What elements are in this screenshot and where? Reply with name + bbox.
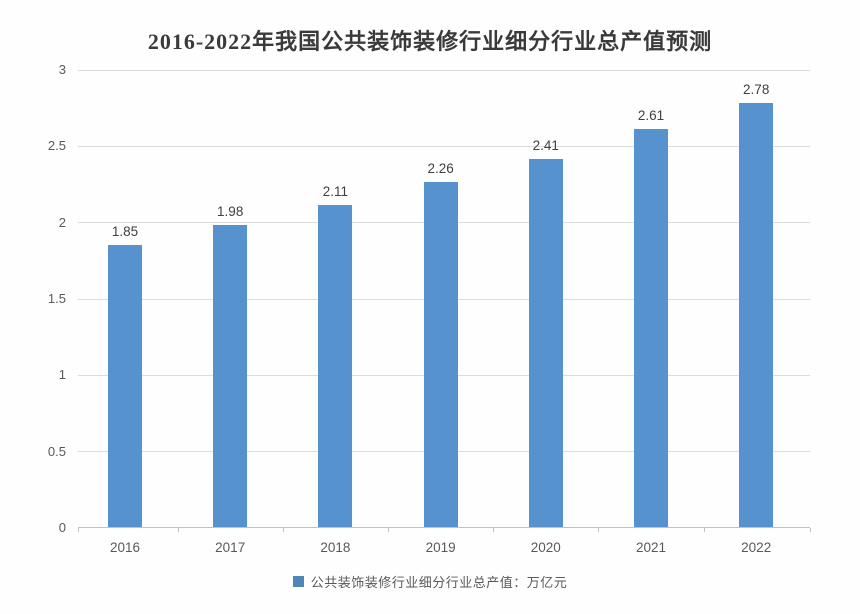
bar-value-label: 2.26: [427, 160, 454, 176]
bar-value-label: 2.11: [322, 183, 349, 199]
y-axis-tick-label: 0.5: [47, 443, 66, 459]
x-axis-tick-mark: [177, 528, 179, 532]
x-axis-tick-label: 2018: [320, 540, 351, 555]
x-axis-tick-mark: [388, 528, 389, 532]
x-axis-tick-label: 2019: [425, 540, 456, 555]
x-axis-tick-label: 2017: [215, 540, 246, 555]
x-axis-tick-mark: [598, 528, 600, 532]
y-axis-tick-label: 2: [58, 214, 66, 230]
bar-value-label: 2.78: [743, 81, 770, 97]
bar-2017: [213, 224, 248, 527]
y-axis-tick-label: 1: [58, 367, 66, 383]
x-axis-tick-label: 2022: [741, 540, 772, 555]
legend-label: 公共装饰装修行业细分行业总产值：万亿元: [310, 575, 568, 590]
bar-value-label: 2.41: [532, 138, 559, 154]
y-axis-tick-label: 0: [58, 520, 66, 535]
gridline: [78, 145, 810, 147]
x-axis-tick-label: 2020: [530, 540, 561, 555]
x-axis-tick-mark: [78, 528, 79, 532]
x-axis-tick-label: 2016: [109, 540, 141, 555]
bar-2018: [318, 204, 353, 527]
y-axis-tick-label: 3: [58, 62, 66, 77]
x-axis-tick-label: 2021: [635, 540, 667, 555]
x-axis-line: [78, 527, 810, 528]
x-axis-tick-mark: [493, 528, 495, 532]
x-axis-tick-mark: [703, 528, 705, 532]
plot-area: 0 0.5 1 1.5 2 2.5 3 1.85 2016 1.98 2017 2.11 2018 2.2…: [48, 62, 811, 555]
legend-square-marker-icon: [292, 576, 304, 587]
bar-value-label: 1.85: [111, 223, 139, 239]
legend: 公共装饰装修行业细分行业总产值：万亿元: [0, 572, 860, 591]
bar-2021: [634, 128, 668, 527]
bar-2019: [423, 181, 458, 527]
x-axis-tick-mark: [810, 528, 811, 532]
y-axis-tick-label: 1.5: [47, 291, 66, 306]
bar-2020: [528, 159, 563, 527]
bar-value-label: 1.98: [217, 203, 244, 219]
x-axis-tick-mark: [282, 528, 284, 532]
bar-value-label: 2.61: [637, 107, 665, 123]
gridline: [78, 69, 810, 71]
chart-title: 2016-2022年我国公共装饰装修行业细分行业总产值预测: [147, 29, 713, 54]
y-axis-tick-label: 2.5: [47, 138, 66, 154]
bar-2022: [739, 102, 774, 527]
bar-2016: [108, 244, 142, 527]
